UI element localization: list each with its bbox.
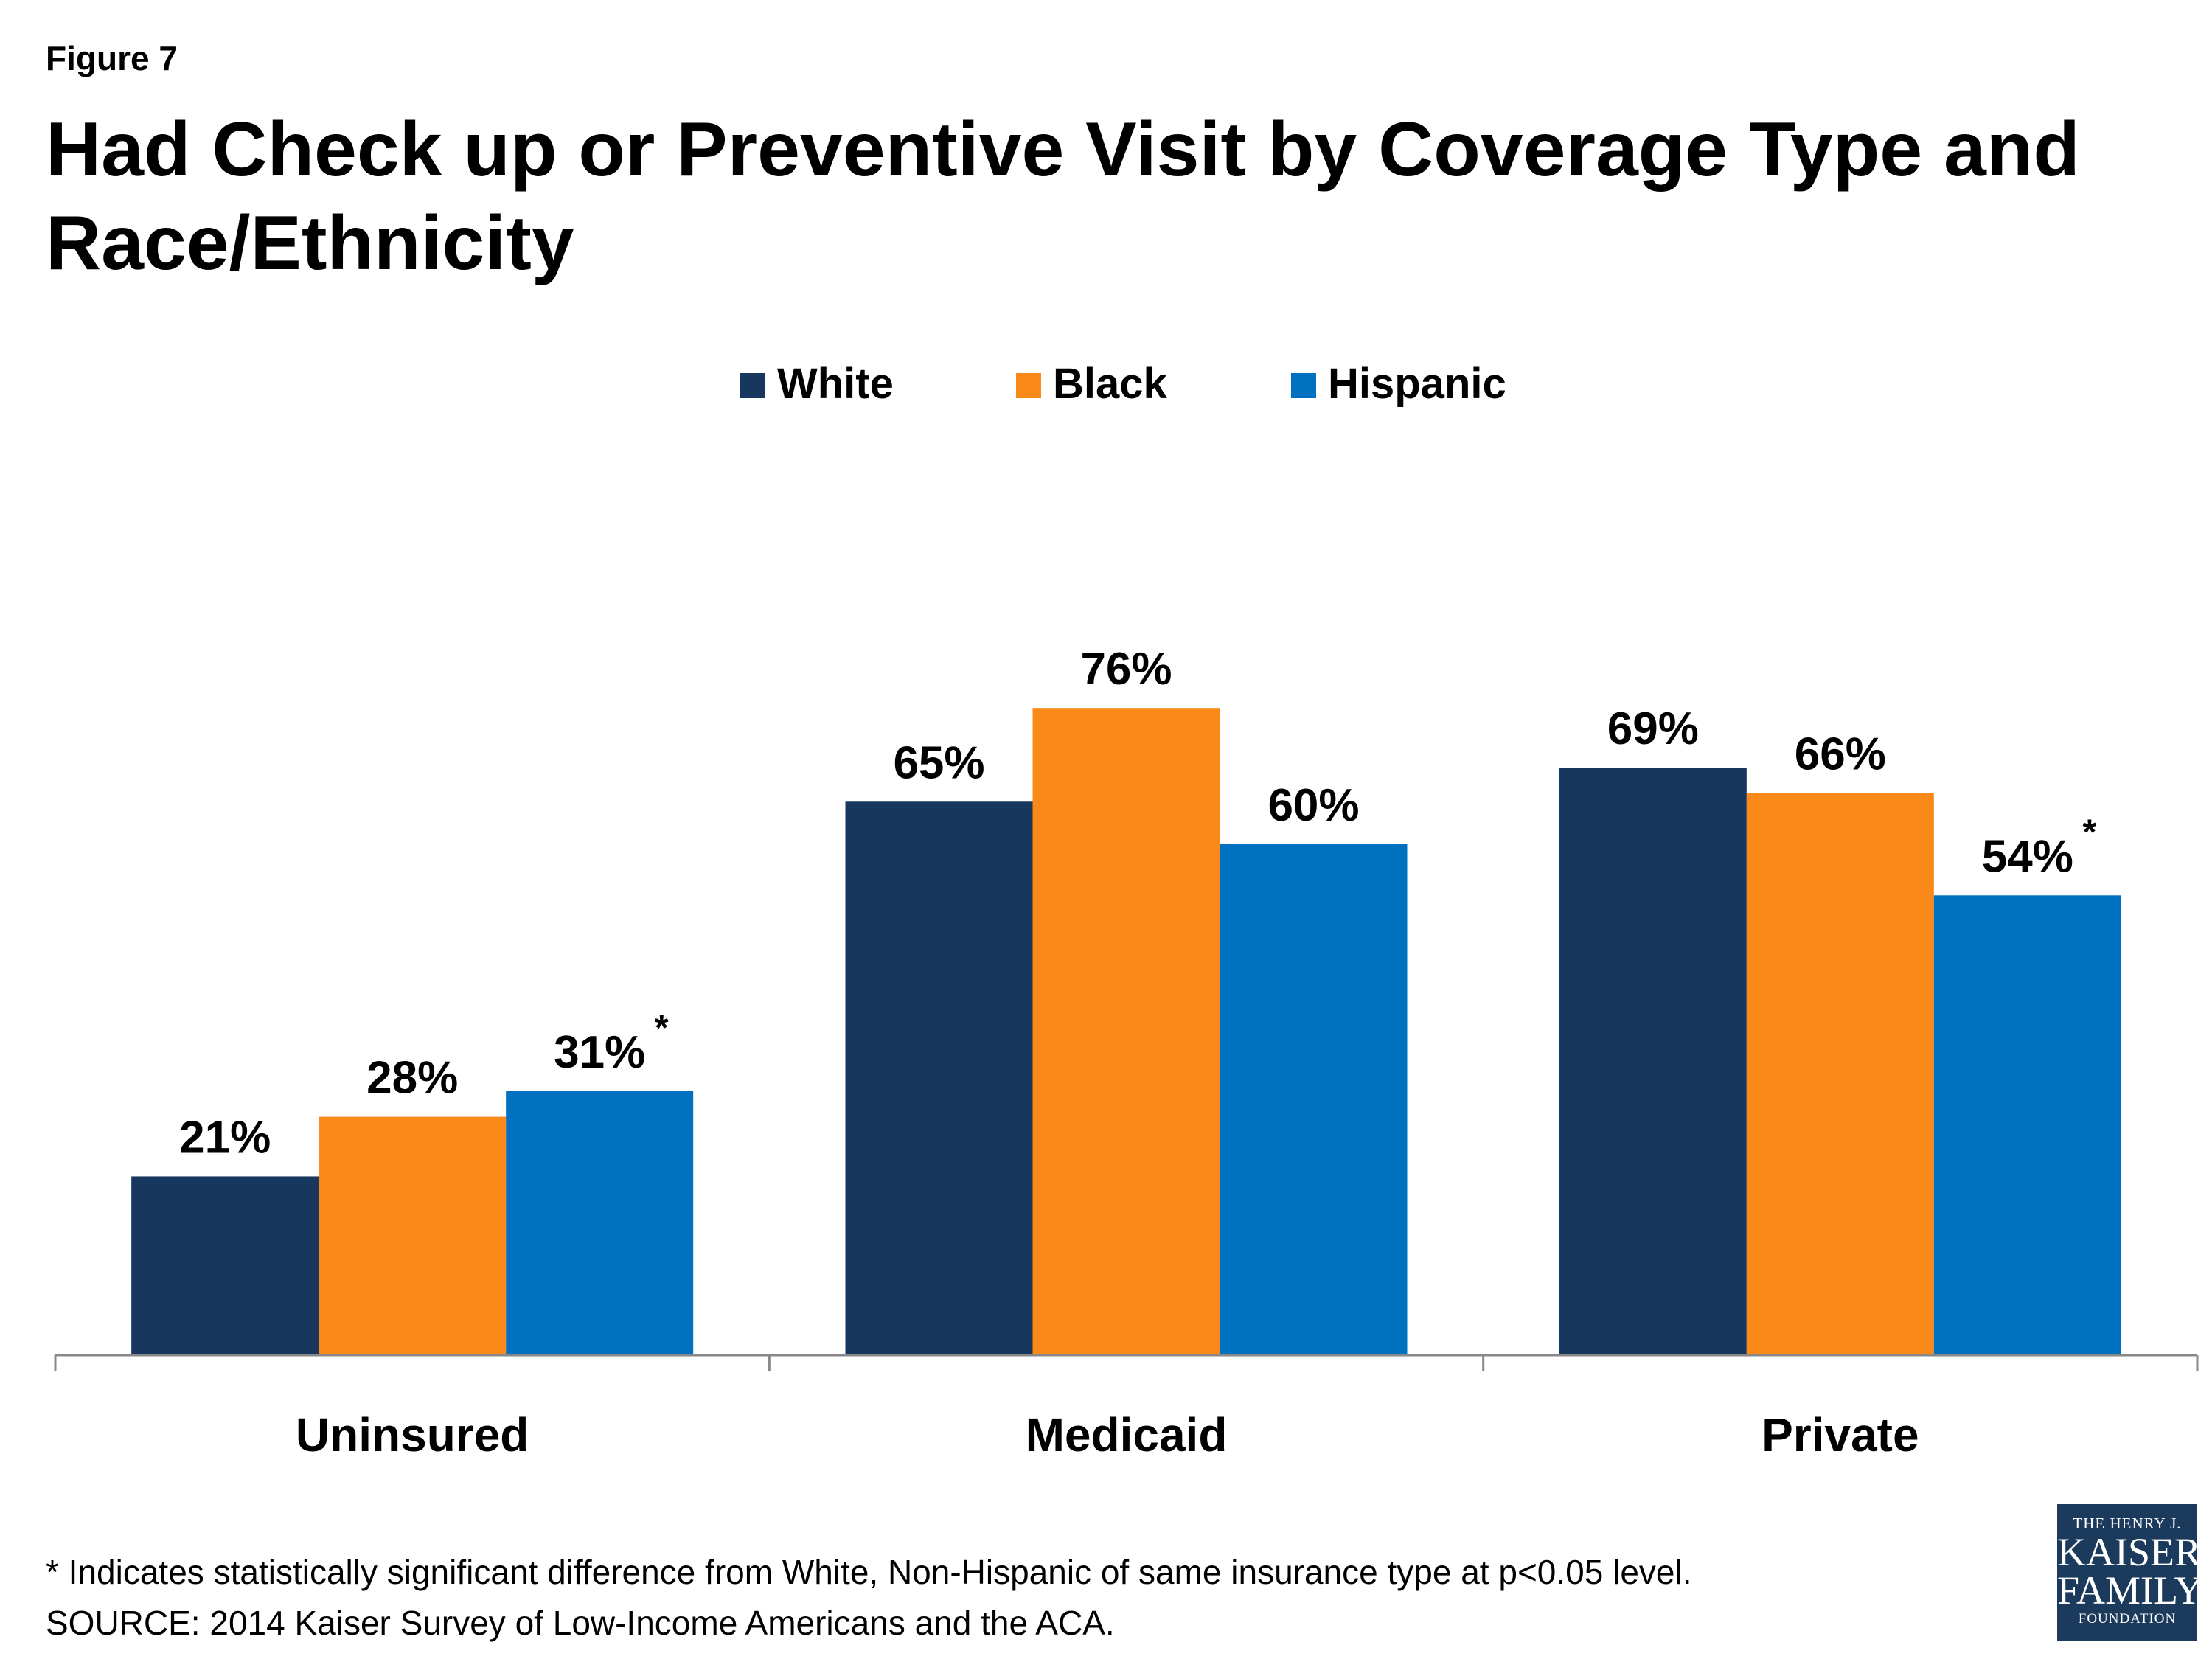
bar-medicaid-black [1032,708,1220,1355]
legend-label-black: Black [1053,360,1168,408]
legend-swatch-black [1016,373,1041,398]
source-note: SOURCE: 2014 Kaiser Survey of Low-Income… [46,1604,1115,1642]
figure-label: Figure 7 [46,39,178,77]
legend-swatch-white [740,373,765,398]
significance-marker-private-hispanic: * [2082,813,2096,852]
bar-medicaid-white [845,801,1033,1355]
data-label-medicaid-black: 76% [1080,644,1172,695]
chart-title: Had Check up or Preventive Visit by Cove… [46,107,2080,286]
footnote: * Indicates statistically significant di… [46,1547,1692,1649]
bar-uninsured-black [319,1116,507,1355]
bar-private-hispanic [1933,895,2121,1355]
x-tick-label-medicaid: Medicaid [1026,1408,1228,1461]
bar-private-black [1746,793,1934,1355]
data-label-private-white: 69% [1607,703,1699,754]
bar-uninsured-hispanic [506,1091,694,1355]
bar-uninsured-white [131,1176,319,1355]
legend-label-white: White [777,360,894,408]
data-label-medicaid-white: 65% [893,737,984,788]
data-label-private-black: 66% [1795,729,1886,780]
bar-medicaid-hispanic [1220,844,1408,1355]
data-label-private-hispanic: 54% [1982,831,2073,882]
data-label-uninsured-black: 28% [366,1053,458,1104]
bar-chart: White Black Hispanic 21% 28% 31% * Uninsured 65%… [54,360,2199,1461]
x-tick-label-uninsured: Uninsured [296,1408,529,1461]
legend-swatch-hispanic [1291,373,1316,398]
significance-marker-uninsured-hispanic: * [655,1009,669,1048]
data-label-medicaid-hispanic: 60% [1267,780,1359,831]
data-label-uninsured-white: 21% [179,1112,271,1163]
x-tick-label-private: Private [1761,1408,1919,1461]
legend-label-hispanic: Hispanic [1328,360,1506,408]
kaiser-logo: THE HENRY J. KAISER FAMILY FOUNDATION [2057,1504,2203,1641]
data-label-uninsured-hispanic: 31% [554,1027,645,1078]
significance-note: * Indicates statistically significant di… [46,1553,1692,1591]
bar-private-white [1559,768,1747,1355]
